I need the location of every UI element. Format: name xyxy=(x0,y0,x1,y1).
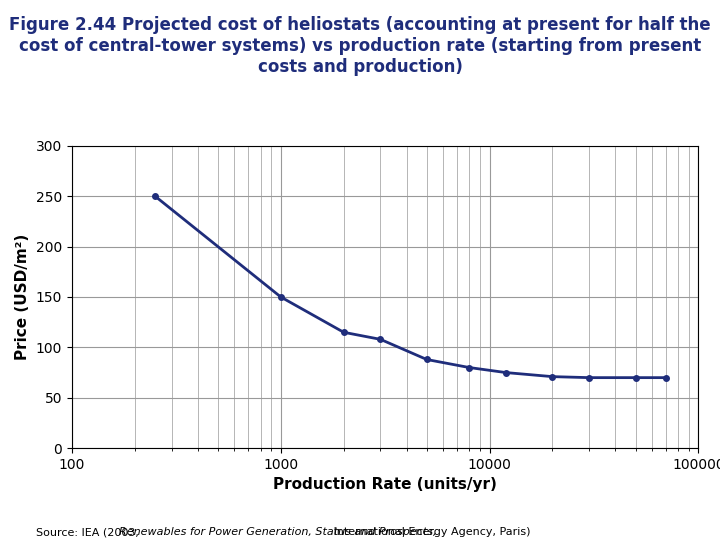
Text: Figure 2.44 Projected cost of heliostats (accounting at present for half the
cos: Figure 2.44 Projected cost of heliostats… xyxy=(9,16,711,76)
Text: Source: IEA (2003,: Source: IEA (2003, xyxy=(36,527,143,537)
X-axis label: Production Rate (units/yr): Production Rate (units/yr) xyxy=(274,477,497,492)
Text: International Energy Agency, Paris): International Energy Agency, Paris) xyxy=(330,527,530,537)
Y-axis label: Price (USD/m²): Price (USD/m²) xyxy=(15,234,30,360)
Text: Renewables for Power Generation, Status and Prospects,: Renewables for Power Generation, Status … xyxy=(119,527,436,537)
